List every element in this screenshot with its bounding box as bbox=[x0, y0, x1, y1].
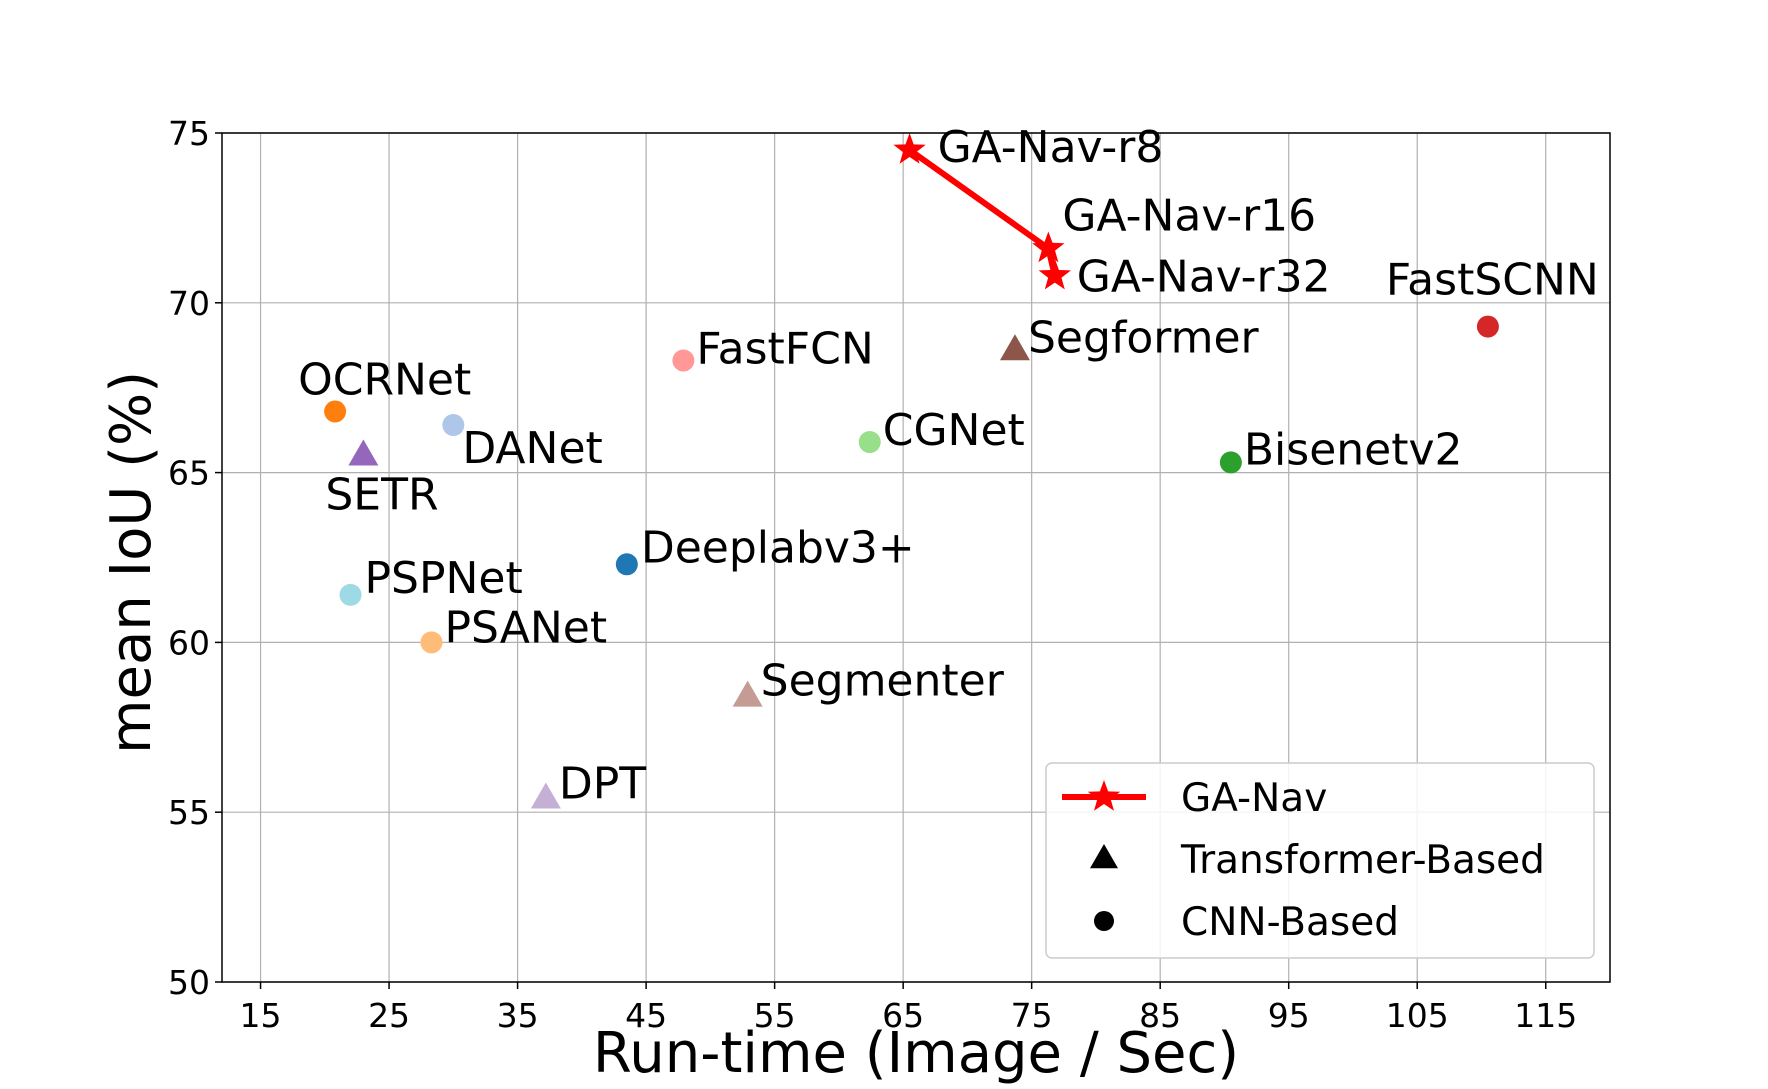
cgnet-label: CGNet bbox=[883, 405, 1025, 456]
x-tick-label: 75 bbox=[1011, 996, 1053, 1035]
x-tick-label: 35 bbox=[497, 996, 539, 1035]
x-tick-label: 85 bbox=[1139, 996, 1181, 1035]
danet-marker bbox=[442, 414, 465, 437]
pspnet-label: PSPNet bbox=[365, 553, 523, 604]
legend-triangle-marker bbox=[1090, 843, 1118, 869]
psanet-label: PSANet bbox=[444, 602, 607, 653]
y-tick-label: 60 bbox=[168, 623, 210, 662]
y-tick-label: 70 bbox=[168, 284, 210, 323]
deeplabv3-label: Deeplabv3+ bbox=[641, 522, 915, 573]
x-tick-label: 105 bbox=[1386, 996, 1449, 1035]
ga-nav-r8-label: GA-Nav-r8 bbox=[938, 122, 1164, 173]
x-tick-label: 25 bbox=[368, 996, 410, 1035]
deeplabv3-marker bbox=[615, 553, 638, 576]
danet-label: DANet bbox=[462, 423, 602, 474]
segformer-label: Segformer bbox=[1028, 312, 1260, 363]
ocrnet-marker bbox=[324, 400, 347, 423]
fastscnn-label: FastSCNN bbox=[1386, 255, 1599, 306]
y-tick-label: 50 bbox=[168, 963, 210, 1002]
pspnet-marker bbox=[339, 583, 362, 606]
psanet-marker bbox=[420, 631, 443, 654]
setr-label: SETR bbox=[325, 470, 438, 521]
x-tick-label: 55 bbox=[754, 996, 796, 1035]
y-tick-label: 65 bbox=[168, 454, 210, 493]
data-labels: GA-Nav-r8 GA-Nav-r16 GA-Nav-r32 OCRNet SETR D… bbox=[298, 122, 1599, 810]
bisenetv2-marker bbox=[1219, 451, 1242, 474]
fastfcn-marker bbox=[672, 349, 695, 372]
ga-nav-r32-label: GA-Nav-r32 bbox=[1077, 252, 1331, 303]
plot-frame bbox=[221, 132, 1611, 983]
x-tick-label: 95 bbox=[1268, 996, 1310, 1035]
fastfcn-label: FastFCN bbox=[696, 324, 873, 375]
x-tick-label: 115 bbox=[1514, 996, 1577, 1035]
segmenter-marker bbox=[732, 680, 763, 707]
ga-nav-r16-marker bbox=[1032, 231, 1065, 263]
y-tick-label: 75 bbox=[168, 114, 210, 153]
legend-label-transformer-based: Transformer-Based bbox=[1180, 838, 1545, 883]
ga-nav-r8-marker bbox=[893, 132, 926, 164]
ocrnet-label: OCRNet bbox=[298, 354, 471, 405]
legend-label-ga-nav: GA-Nav bbox=[1181, 776, 1327, 821]
segmenter-label: Segmenter bbox=[761, 656, 1005, 707]
y-axis-title: mean IoU (%) bbox=[99, 371, 164, 754]
segformer-marker bbox=[999, 334, 1030, 361]
ga-nav-r16-label: GA-Nav-r16 bbox=[1062, 190, 1316, 241]
dpt-label: DPT bbox=[559, 759, 646, 810]
axis-ticks: 15 25 35 45 55 65 75 85 95 105 115 50 55 60 65 70 75 bbox=[168, 114, 1577, 1035]
x-axis-title: Run-time (Image / Sec) bbox=[593, 1021, 1239, 1086]
setr-marker bbox=[348, 439, 379, 466]
x-tick-label: 65 bbox=[882, 996, 924, 1035]
x-tick-label: 45 bbox=[625, 996, 667, 1035]
bisenetv2-label: Bisenetv2 bbox=[1244, 424, 1463, 475]
fastscnn-marker bbox=[1476, 315, 1499, 338]
dpt-marker bbox=[530, 782, 561, 809]
legend: GA-Nav Transformer-Based CNN-Based bbox=[1045, 762, 1595, 959]
x-tick-label: 15 bbox=[240, 996, 282, 1035]
cgnet-marker bbox=[858, 431, 881, 454]
legend-box bbox=[1045, 762, 1595, 959]
data-markers bbox=[324, 132, 1499, 809]
legend-label-cnn-based: CNN-Based bbox=[1181, 900, 1399, 945]
legend-star-marker bbox=[1087, 780, 1121, 811]
y-tick-label: 55 bbox=[168, 793, 210, 832]
legend-circle-marker bbox=[1094, 911, 1114, 931]
ga-nav-r32-marker bbox=[1038, 258, 1071, 290]
